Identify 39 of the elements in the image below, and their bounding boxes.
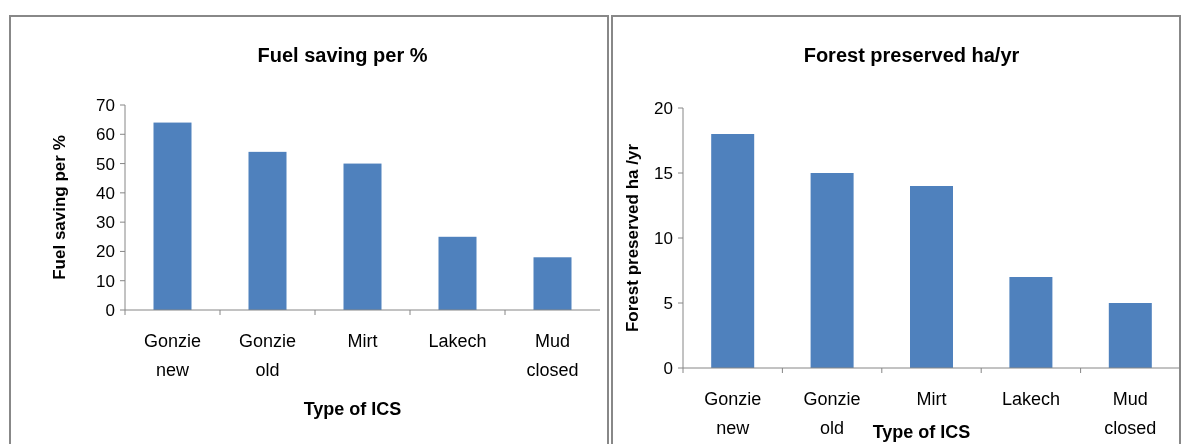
y-tick-label: 50 [96, 154, 115, 174]
x-tick-label: Gonzie old [238, 331, 297, 380]
x-axis-title: Type of ICS [872, 422, 971, 442]
y-tick-label: 40 [96, 183, 115, 203]
y-tick-label: 5 [663, 293, 673, 313]
bar [810, 173, 854, 368]
x-tick-label: Lakech [428, 331, 487, 351]
x-tick-label: Gonzie new [143, 331, 202, 380]
x-tick-label: Mud closed [1104, 389, 1157, 438]
bar [343, 163, 382, 310]
x-tick-label: Mirt [347, 331, 378, 351]
x-tick-label: Lakech [1001, 389, 1060, 409]
bar [910, 186, 953, 368]
y-axis-title: Fuel saving per % [50, 135, 69, 280]
bar [438, 236, 477, 310]
bar [153, 122, 192, 310]
y-tick-label: 70 [96, 95, 115, 115]
y-tick-label: 0 [663, 358, 673, 378]
y-tick-label: 10 [96, 271, 115, 291]
x-axis-title: Type of ICS [303, 399, 402, 419]
bar [711, 134, 755, 368]
x-tick-label: Mud closed [526, 331, 579, 380]
bar [1009, 277, 1053, 368]
y-tick-label: 15 [654, 163, 673, 183]
y-tick-label: 10 [654, 228, 673, 248]
bar [533, 257, 572, 310]
chart-title: Forest preserved ha/yr [803, 44, 1020, 66]
y-tick-label: 60 [96, 125, 115, 145]
y-axis-title: Forest preserved ha /yr [623, 143, 642, 333]
y-tick-label: 30 [96, 213, 115, 233]
x-tick-label: Gonzie new [704, 389, 762, 438]
y-tick-label: 20 [96, 242, 115, 262]
x-tick-label: Mirt [916, 389, 947, 409]
bar [1108, 303, 1152, 368]
chart-title: Fuel saving per % [257, 44, 428, 66]
x-tick-label: Gonzie old [803, 389, 861, 438]
bar [248, 151, 287, 310]
y-tick-label: 20 [654, 98, 673, 118]
y-tick-label: 0 [105, 300, 115, 320]
